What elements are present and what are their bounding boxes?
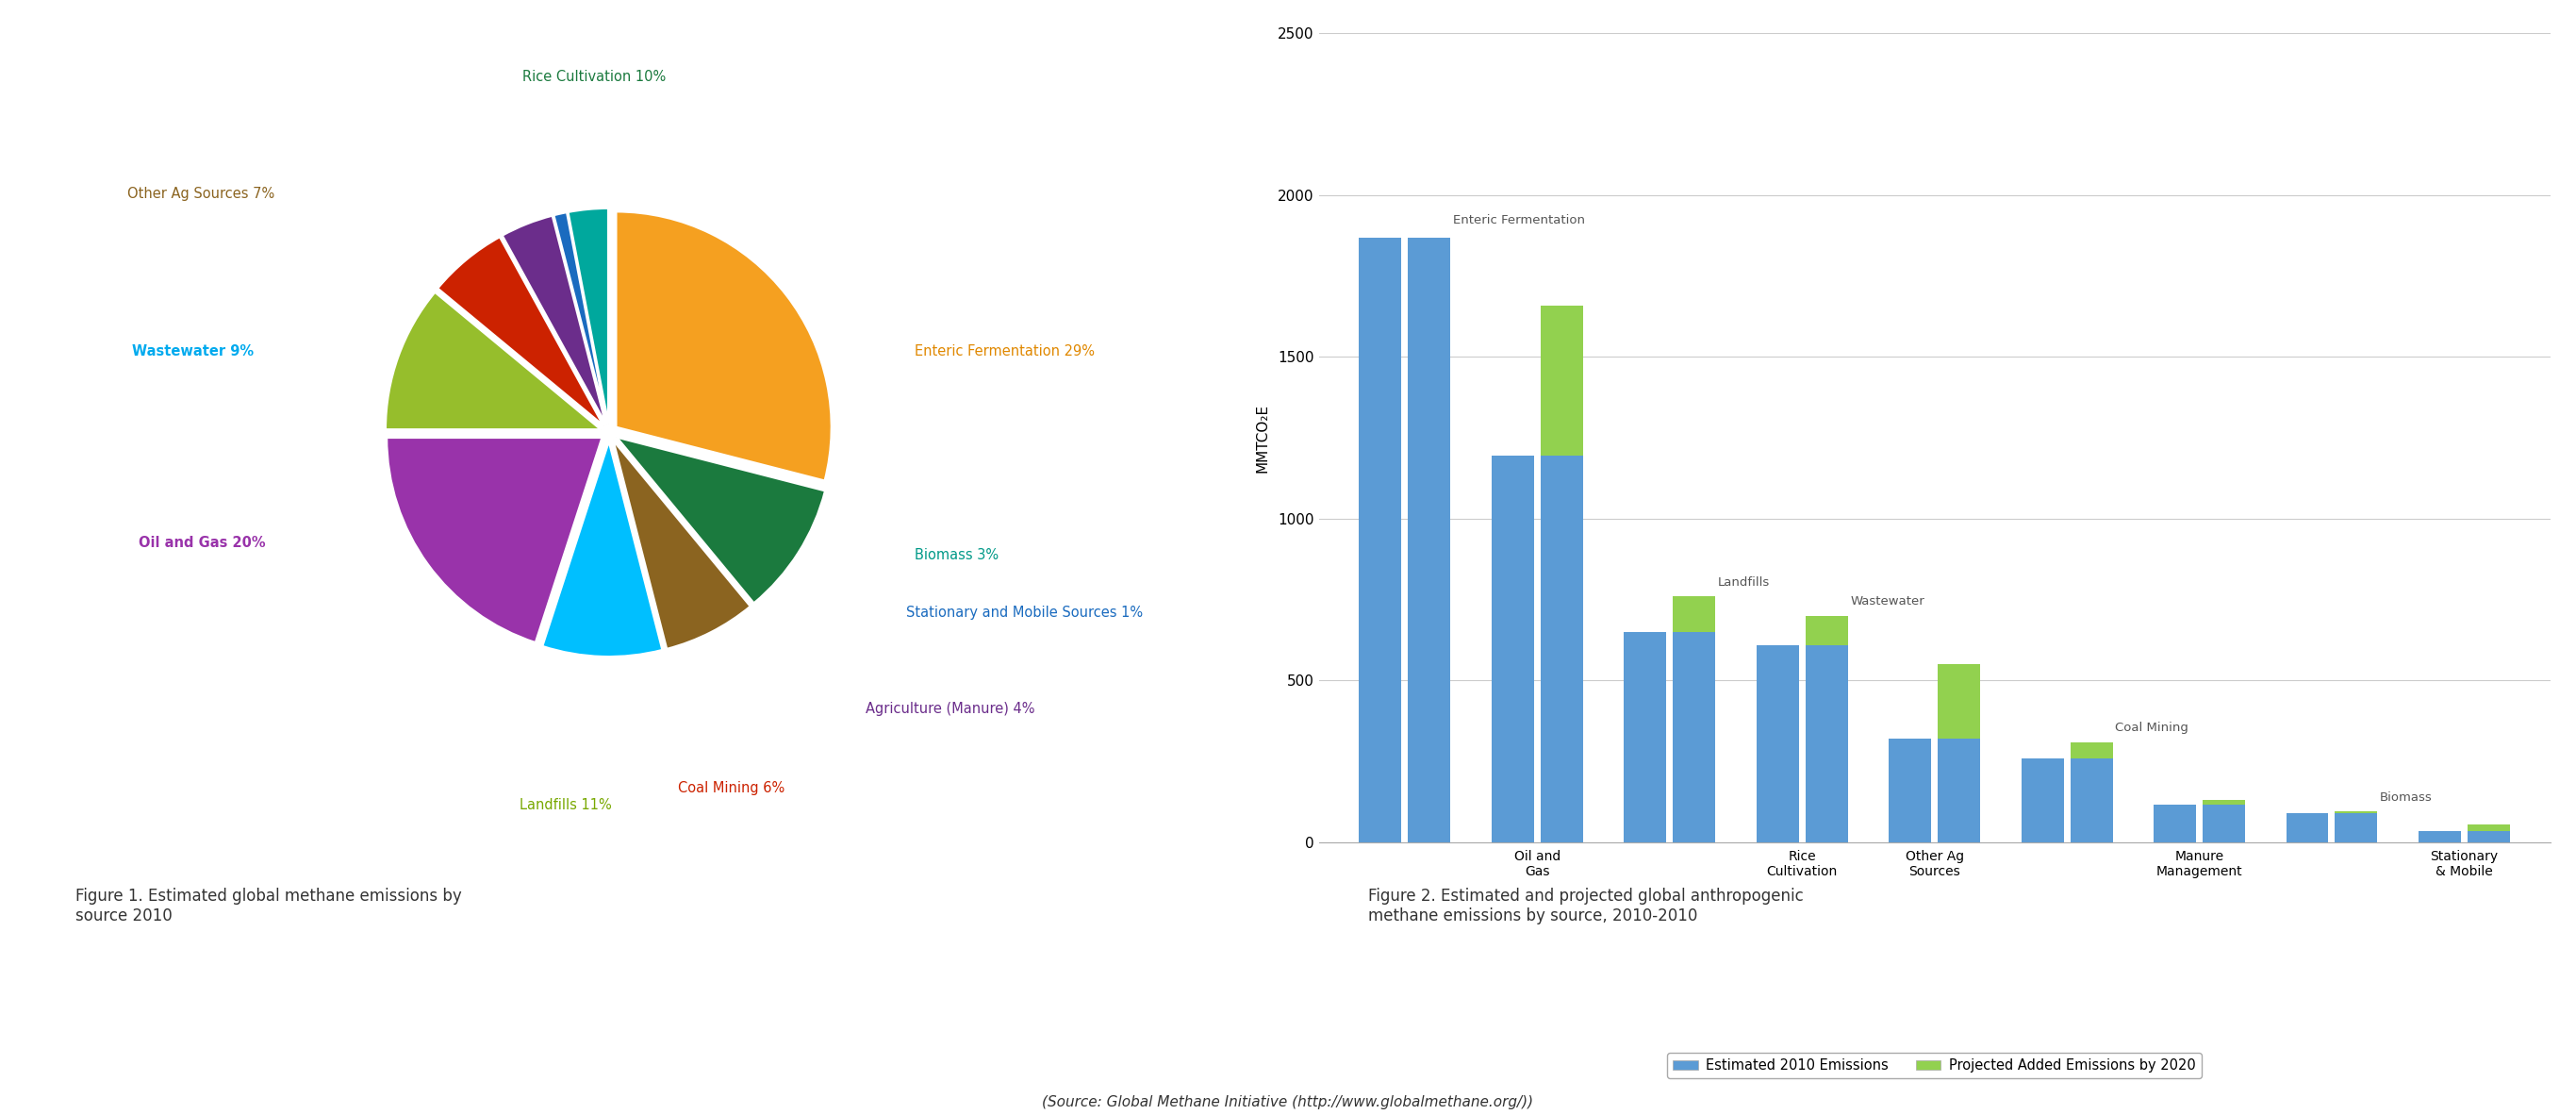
Wedge shape [544,442,662,657]
Wedge shape [386,437,603,642]
Bar [1540,456,1584,842]
Bar [1937,739,1981,842]
Text: (Source: Global Methane Initiative (http://www.globalmethane.org/)): (Source: Global Methane Initiative (http… [1043,1095,1533,1109]
Text: Rice Cultivation 10%: Rice Cultivation 10% [523,70,667,85]
Text: Agriculture (Manure) 4%: Agriculture (Manure) 4% [866,702,1036,716]
Bar [1492,456,1533,842]
Bar [1937,665,1981,739]
Text: Enteric Fermentation 29%: Enteric Fermentation 29% [914,343,1095,358]
Bar [2419,831,2460,842]
Text: Coal Mining: Coal Mining [2115,721,2190,734]
Legend: Estimated 2010 Emissions, Projected Added Emissions by 2020: Estimated 2010 Emissions, Projected Adde… [1667,1053,2202,1078]
Bar [1757,644,1798,842]
Text: Landfills 11%: Landfills 11% [520,798,611,812]
Wedge shape [386,292,600,429]
Bar [1806,644,1847,842]
Bar [1806,615,1847,644]
Wedge shape [616,212,832,481]
Text: Wastewater: Wastewater [1850,595,1924,608]
Bar [1623,632,1667,842]
Wedge shape [616,437,824,603]
Wedge shape [438,236,603,426]
Text: Biomass: Biomass [2380,792,2432,804]
Bar [1360,237,1401,842]
Bar [2154,805,2195,842]
Text: Stationary and Mobile Sources 1%: Stationary and Mobile Sources 1% [907,605,1144,620]
Text: Enteric Fermentation: Enteric Fermentation [1453,214,1584,226]
Text: Other Ag Sources 7%: Other Ag Sources 7% [126,186,276,201]
Bar [2022,758,2063,842]
Text: Wastewater 9%: Wastewater 9% [131,343,255,358]
Bar [2071,741,2112,758]
Bar [1888,739,1932,842]
Text: Figure 1. Estimated global methane emissions by
source 2010: Figure 1. Estimated global methane emiss… [75,888,461,924]
Bar [2468,824,2509,831]
Wedge shape [502,215,605,425]
Bar [2285,813,2329,842]
Bar [1540,306,1584,456]
Wedge shape [554,212,608,424]
Wedge shape [613,440,750,649]
Bar [1672,632,1716,842]
Bar [2202,801,2246,805]
Bar [1672,597,1716,632]
Y-axis label: MMTCO₂E: MMTCO₂E [1257,404,1270,473]
Bar [2468,831,2509,842]
Text: Landfills: Landfills [1718,576,1770,589]
Wedge shape [567,209,608,424]
Bar [1409,237,1450,842]
Text: Oil and Gas 20%: Oil and Gas 20% [139,536,265,550]
Text: Figure 2. Estimated and projected global anthropogenic
methane emissions by sour: Figure 2. Estimated and projected global… [1368,888,1803,924]
Bar [2334,813,2378,842]
Bar [2071,758,2112,842]
Text: Biomass 3%: Biomass 3% [914,547,999,562]
Bar [2202,805,2246,842]
Bar [2334,812,2378,813]
Text: Coal Mining 6%: Coal Mining 6% [677,780,786,795]
